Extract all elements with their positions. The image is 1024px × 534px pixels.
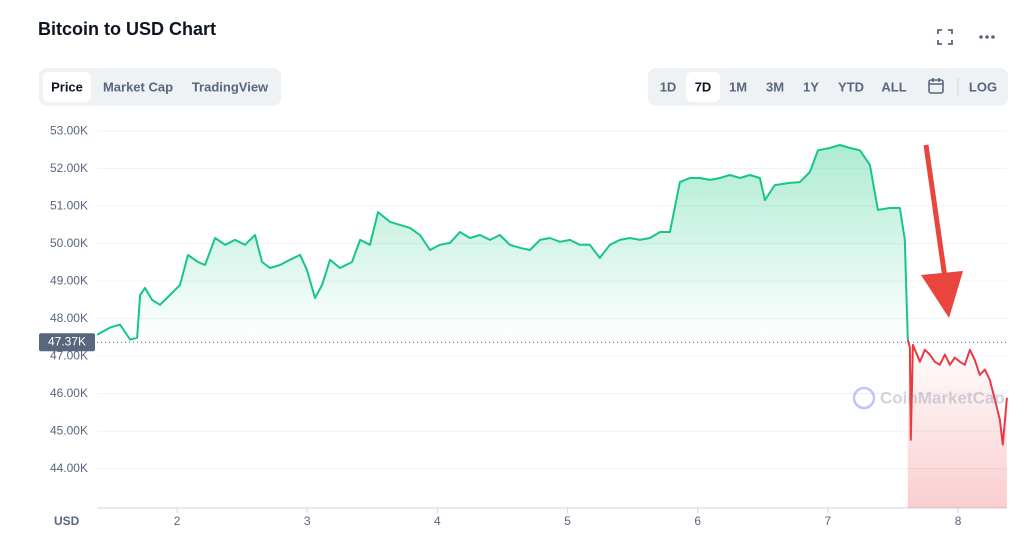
y-tick-label: 52.00K: [50, 161, 88, 175]
scale-button[interactable]: LOG: [969, 79, 997, 94]
x-tick-label: 2: [174, 514, 181, 528]
range-button[interactable]: 3M: [766, 79, 784, 94]
fullscreen-icon[interactable]: [937, 29, 953, 45]
y-tick-label: 49.00K: [50, 273, 88, 287]
range-button[interactable]: YTD: [838, 79, 864, 94]
more-icon[interactable]: [979, 35, 995, 39]
calendar-icon[interactable]: [928, 78, 944, 94]
arrow-shaft: [923, 144, 949, 286]
tab-active-bg: [43, 72, 91, 102]
price-line: [96, 144, 909, 341]
reference-label-bg: [39, 333, 95, 352]
y-tick-label: 51.00K: [50, 198, 88, 212]
y-tick-label: 53.00K: [50, 123, 88, 137]
range-button[interactable]: 1D: [660, 79, 677, 94]
range-active-bg: [686, 72, 720, 102]
x-tick-label: 7: [825, 514, 832, 528]
x-axis-label: USD: [54, 514, 80, 528]
tab-group: [39, 68, 281, 106]
watermark: CoinMarketCap: [852, 386, 1005, 410]
arrow-head: [921, 271, 963, 318]
watermark-text: CoinMarketCap: [880, 388, 1005, 407]
range-button[interactable]: ALL: [881, 79, 906, 94]
tab[interactable]: Price: [51, 79, 83, 94]
x-tick-label: 6: [694, 514, 701, 528]
x-tick-label: 4: [434, 514, 441, 528]
y-tick-label: 47.00K: [50, 348, 88, 362]
x-tick-label: 3: [304, 514, 311, 528]
x-tick-label: 5: [564, 514, 571, 528]
range-button[interactable]: 1M: [729, 79, 747, 94]
reference-label: 47.37K: [48, 334, 86, 348]
y-tick-label: 45.00K: [50, 423, 88, 437]
range-button[interactable]: 7D: [695, 79, 712, 94]
tab[interactable]: TradingView: [192, 79, 269, 94]
area-fill: [97, 145, 908, 343]
tab[interactable]: Market Cap: [103, 79, 173, 94]
y-tick-label: 44.00K: [50, 461, 88, 475]
price-line: [906, 339, 1008, 446]
y-tick-label: 48.00K: [50, 311, 88, 325]
range-group: [648, 68, 1008, 106]
range-button[interactable]: 1Y: [803, 79, 819, 94]
y-tick-label: 46.00K: [50, 386, 88, 400]
x-tick-label: 8: [955, 514, 962, 528]
y-tick-label: 50.00K: [50, 236, 88, 250]
area-fill: [907, 339, 1007, 508]
title: Bitcoin to USD Chart: [38, 19, 216, 39]
